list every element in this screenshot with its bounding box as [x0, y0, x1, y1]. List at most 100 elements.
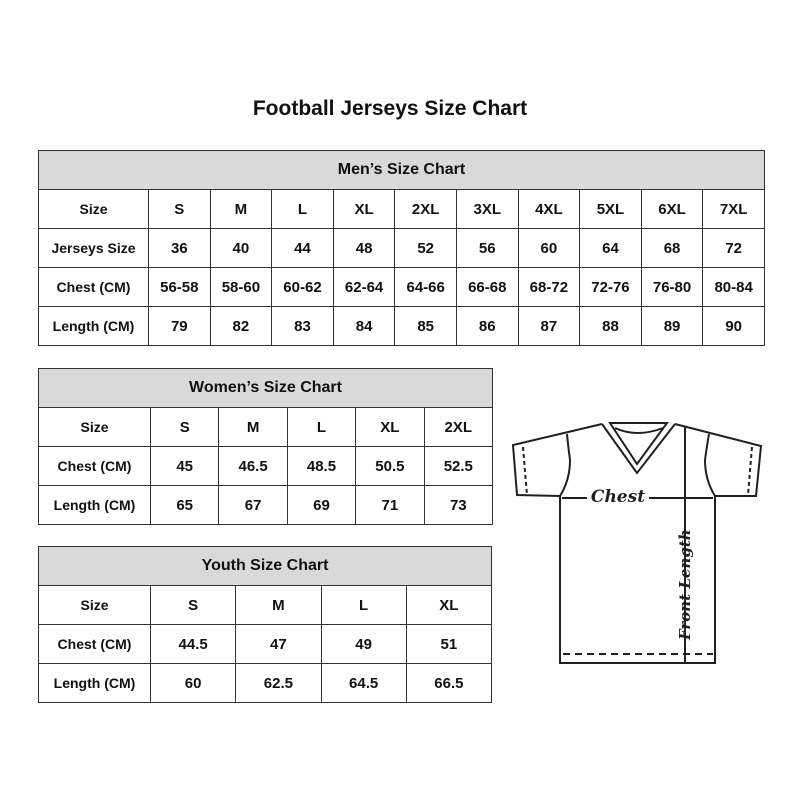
table-cell: 66.5: [405, 663, 493, 703]
table-cell: 65: [149, 485, 220, 525]
table-cell: L: [271, 189, 334, 229]
table-row: Chest (CM) 56-58 58-60 60-62 62-64 64-66 66-68…: [38, 267, 765, 307]
table-cell: 51: [405, 624, 493, 664]
table-cell: 67: [218, 485, 288, 525]
table-heading: Men’s Size Chart: [38, 150, 765, 190]
table-cell: M: [218, 407, 288, 447]
table-cell: 3XL: [455, 189, 519, 229]
table-cell: 36: [148, 228, 211, 268]
table-cell: 45: [149, 446, 220, 486]
table-row: Size S M L XL: [38, 585, 493, 625]
table-row: Chest (CM) 45 46.5 48.5 50.5 52.5: [38, 446, 494, 486]
table-row: Length (CM) 79 82 83 84 85 86 87 88 89 90: [38, 306, 765, 346]
table-cell: 5XL: [579, 189, 642, 229]
table-cell: L: [286, 407, 357, 447]
table-cell: 46.5: [218, 446, 288, 486]
table-cell: XL: [332, 189, 396, 229]
table-cell: 84: [332, 306, 396, 346]
table-cell: 6XL: [640, 189, 704, 229]
table-row: Length (CM) 60 62.5 64.5 66.5: [38, 663, 493, 703]
row-label: Length (CM): [38, 306, 149, 346]
row-label: Chest (CM): [38, 624, 151, 664]
mens-size-table: Men’s Size Chart Size S M L XL 2XL 3XL 4XL 5XL 6XL…: [38, 150, 765, 346]
table-cell: M: [235, 585, 322, 625]
jersey-diagram: Chest Front Length: [511, 422, 763, 664]
table-cell: 47: [235, 624, 322, 664]
table-cell: 85: [394, 306, 457, 346]
table-row: Size S M L XL 2XL: [38, 407, 494, 447]
table-cell: 62-64: [332, 267, 396, 307]
table-cell: 64.5: [320, 663, 407, 703]
table-cell: 50.5: [355, 446, 425, 486]
table-cell: 90: [702, 306, 765, 346]
table-cell: 87: [517, 306, 581, 346]
row-label: Length (CM): [38, 663, 151, 703]
table-cell: S: [148, 189, 211, 229]
table-row: Length (CM) 65 67 69 71 73: [38, 485, 494, 525]
row-label: Size: [38, 585, 151, 625]
table-cell: 64: [579, 228, 642, 268]
table-heading-row: Women’s Size Chart: [37, 368, 494, 408]
table-row: Jerseys Size 36 40 44 48 52 56 60 64 68 72: [38, 228, 765, 268]
row-label: Length (CM): [38, 485, 151, 525]
row-label: Chest (CM): [38, 446, 151, 486]
table-cell: 60: [517, 228, 581, 268]
table-heading: Women’s Size Chart: [37, 368, 494, 408]
table-cell: 4XL: [517, 189, 581, 229]
table-cell: 83: [271, 306, 334, 346]
table-cell: S: [149, 585, 237, 625]
table-cell: 49: [320, 624, 407, 664]
table-cell: 76-80: [640, 267, 704, 307]
table-cell: XL: [355, 407, 425, 447]
table-cell: 40: [209, 228, 273, 268]
table-cell: 72: [702, 228, 765, 268]
page-title: Football Jerseys Size Chart: [252, 97, 528, 120]
table-cell: 62.5: [235, 663, 322, 703]
table-cell: 48: [332, 228, 396, 268]
table-cell: 86: [455, 306, 519, 346]
table-heading-row: Men’s Size Chart: [38, 150, 765, 190]
table-cell: 66-68: [455, 267, 519, 307]
table-cell: 52: [394, 228, 457, 268]
table-cell: 2XL: [394, 189, 457, 229]
table-cell: 68-72: [517, 267, 581, 307]
table-cell: M: [209, 189, 273, 229]
chest-label: Chest: [591, 487, 645, 507]
table-cell: 72-76: [579, 267, 642, 307]
table-cell: 80-84: [702, 267, 765, 307]
table-cell: 44.5: [149, 624, 237, 664]
table-cell: 88: [579, 306, 642, 346]
table-cell: 48.5: [286, 446, 357, 486]
table-cell: 52.5: [423, 446, 494, 486]
table-cell: 7XL: [702, 189, 765, 229]
table-cell: 89: [640, 306, 704, 346]
row-label: Size: [38, 189, 149, 229]
front-length-label: Front Length: [676, 529, 694, 641]
table-cell: 60: [149, 663, 237, 703]
row-label: Chest (CM): [38, 267, 149, 307]
table-cell: XL: [405, 585, 493, 625]
table-cell: L: [320, 585, 407, 625]
table-heading-row: Youth Size Chart: [37, 546, 493, 586]
table-cell: 73: [423, 485, 494, 525]
table-cell: 64-66: [394, 267, 457, 307]
table-cell: 69: [286, 485, 357, 525]
table-cell: 68: [640, 228, 704, 268]
table-cell: 79: [148, 306, 211, 346]
table-cell: 56-58: [148, 267, 211, 307]
table-cell: 58-60: [209, 267, 273, 307]
table-cell: 2XL: [423, 407, 494, 447]
table-cell: 44: [271, 228, 334, 268]
row-label: Jerseys Size: [38, 228, 149, 268]
table-heading: Youth Size Chart: [37, 546, 493, 586]
table-row: Chest (CM) 44.5 47 49 51: [38, 624, 493, 664]
table-cell: S: [149, 407, 220, 447]
table-row: Size S M L XL 2XL 3XL 4XL 5XL 6XL 7XL: [38, 189, 765, 229]
womens-size-table: Women’s Size Chart Size S M L XL 2XL Chest (CM)…: [37, 368, 494, 525]
table-cell: 82: [209, 306, 273, 346]
table-cell: 60-62: [271, 267, 334, 307]
table-cell: 71: [355, 485, 425, 525]
row-label: Size: [38, 407, 151, 447]
youth-size-table: Youth Size Chart Size S M L XL Chest (CM) 44.5 4…: [37, 546, 493, 703]
table-cell: 56: [455, 228, 519, 268]
